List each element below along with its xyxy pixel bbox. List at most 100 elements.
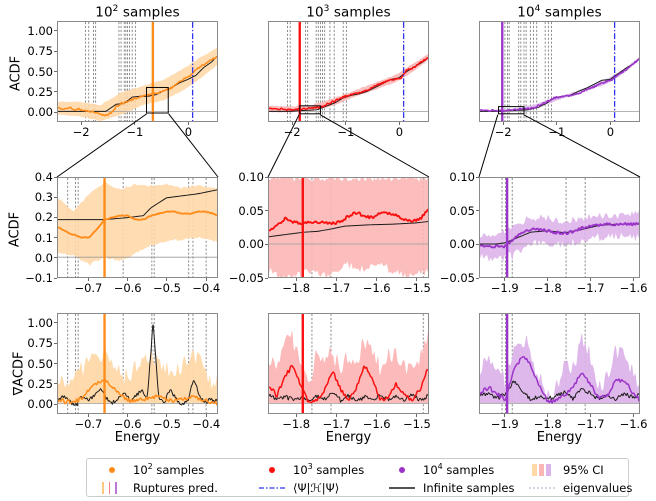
x-tick-label: −0.5 (152, 281, 181, 295)
y-tick-label: 0.0 (34, 250, 53, 265)
panel-r2c3[interactable] (479, 177, 640, 278)
legend-entry-0[interactable]: 102 samples (97, 461, 204, 478)
y-tick-label: 0.00 (27, 397, 53, 412)
sample-curve (269, 364, 428, 404)
x-tick-mark (166, 414, 168, 417)
zoom-indicator-box (299, 105, 321, 115)
x-tick-label: −1.6 (362, 281, 391, 295)
legend-entry-4[interactable]: Ruptures pred. (97, 479, 218, 496)
sample-marker-dot (399, 466, 405, 473)
x-axis-label-col1: Energy (114, 430, 161, 445)
x-tick-mark (547, 414, 549, 417)
x-tick-label: −1.9 (490, 281, 519, 295)
legend-entry-3[interactable]: 95% CI (527, 461, 604, 478)
x-tick-label: −1.7 (322, 417, 351, 431)
rupture-bar (115, 481, 117, 494)
x-tick-label: −2 (72, 125, 90, 139)
x-tick-mark (335, 278, 337, 281)
panel-r3c2[interactable] (268, 313, 429, 414)
legend-label-7: eigenvalues (563, 480, 633, 495)
x-tick-mark (127, 414, 129, 417)
x-tick-mark (205, 278, 207, 281)
legend-label-3: 95% CI (563, 462, 604, 477)
ci-swatch (538, 463, 544, 476)
infinite-samples-line (58, 324, 217, 407)
x-tick-label: −0.7 (74, 281, 103, 295)
x-tick-mark (87, 414, 89, 417)
x-tick-mark (295, 414, 297, 417)
marker-dot-icon (387, 463, 417, 477)
y-tick-mark (54, 30, 57, 32)
x-tick-label: −0.4 (192, 281, 221, 295)
legend-entry-2[interactable]: 104 samples (387, 461, 494, 478)
panel-r3c3[interactable] (479, 313, 640, 414)
ci-swatches-icon (527, 463, 557, 477)
y-tick-label: 0.00 (238, 237, 264, 252)
x-tick-label: −1.6 (362, 417, 391, 431)
panel-r2c2[interactable] (268, 177, 429, 278)
y-tick-mark (54, 403, 57, 405)
sample-curve (480, 58, 639, 113)
legend-entry-7[interactable]: eigenvalues (527, 479, 632, 496)
legend-entry-5[interactable]: ⟨Ψ|ℋ|Ψ⟩ (257, 479, 339, 496)
y-tick-label: −0.1 (25, 271, 53, 285)
y-tick-mark (476, 243, 479, 245)
sample-marker-dot (109, 466, 115, 473)
x-tick-label: −1 (126, 125, 144, 139)
x-axis-label-col3: Energy (536, 430, 583, 445)
x-tick-mark (335, 414, 337, 417)
y-tick-label: 1.00 (27, 23, 53, 38)
ci-band (269, 331, 428, 404)
ci-band (269, 53, 428, 113)
dotted-line-icon (527, 481, 557, 495)
x-tick-label: −0.7 (74, 417, 103, 431)
panel-r2c1[interactable] (57, 177, 218, 278)
x-tick-mark (345, 122, 347, 125)
legend-row-1: 102 samples 103 samples 104 samples 95% CI (87, 461, 630, 478)
legend-entry-6[interactable]: Infinite samples (387, 479, 514, 496)
panel-title-col3: 104 samples (517, 4, 602, 21)
y-tick-label: 0.4 (34, 170, 53, 184)
plot-area-r1c2 (269, 22, 428, 121)
plot-area-r3c1 (58, 314, 217, 413)
panel-r1c1[interactable] (57, 21, 218, 122)
x-tick-label: −1.6 (619, 281, 648, 295)
x-tick-mark (504, 278, 506, 281)
x-tick-label: 0 (606, 125, 615, 139)
y-tick-label: 0.25 (27, 84, 53, 99)
y-tick-mark (54, 176, 57, 178)
legend-label-6: Infinite samples (423, 480, 515, 495)
y-tick-mark (476, 210, 479, 212)
y-tick-label: 0.2 (34, 210, 53, 225)
panel-r1c2[interactable] (268, 21, 429, 122)
panel-r1c3[interactable] (479, 21, 640, 122)
x-tick-label: −0.6 (113, 417, 142, 431)
x-axis-label-col2: Energy (325, 430, 372, 445)
sample-curve (58, 378, 217, 406)
x-tick-mark (291, 122, 293, 125)
figure-legend: 102 samples 103 samples 104 samples 95% CI … (86, 458, 632, 497)
plot-area-r1c3 (480, 22, 639, 121)
y-tick-label: 0.1 (34, 230, 53, 245)
y-tick-mark (476, 277, 479, 279)
x-tick-mark (80, 122, 82, 125)
ci-band (480, 210, 639, 262)
plot-area-r2c2 (269, 178, 428, 277)
legend-label-5: ⟨Ψ|ℋ|Ψ⟩ (293, 480, 340, 495)
zoom-indicator-box (498, 106, 525, 115)
legend-row-2: Ruptures pred. ⟨Ψ|ℋ|Ψ⟩ Infinite samples eig… (87, 479, 632, 496)
y-tick-label: 0.05 (449, 203, 475, 218)
legend-entry-1[interactable]: 103 samples (257, 461, 364, 478)
x-tick-label: −2 (283, 125, 301, 139)
rupture-bar (108, 481, 111, 494)
y-tick-mark (265, 176, 268, 178)
panel-r3c1[interactable] (57, 313, 218, 414)
ci-swatch (531, 463, 537, 476)
infinite-samples-line (58, 189, 217, 221)
x-tick-mark (187, 122, 189, 125)
ci-band (58, 344, 217, 404)
x-tick-mark (504, 414, 506, 417)
x-tick-mark (127, 278, 129, 281)
sample-curve (269, 208, 428, 232)
